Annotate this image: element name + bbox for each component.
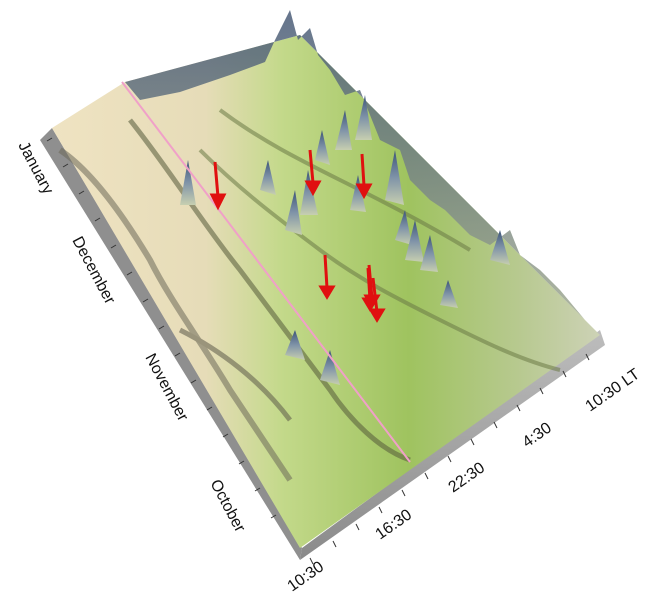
month-label-october: October — [206, 477, 248, 536]
time-label-1630: 16:30 — [373, 506, 416, 543]
annotation-arrows — [209, 149, 386, 323]
left-side-wall — [40, 128, 302, 560]
front-side-wall — [300, 330, 605, 560]
month-axis-ticks — [46, 137, 277, 519]
time-axis-ticks — [309, 353, 590, 565]
time-label-1030-lt: 10:30 LT — [583, 366, 644, 416]
peaks — [180, 95, 510, 385]
terminator-line — [121, 81, 411, 463]
time-label-2230: 22:30 — [446, 459, 489, 496]
time-label-430: 4:30 — [520, 419, 555, 451]
time-label-1030: 10:30 — [285, 558, 328, 595]
